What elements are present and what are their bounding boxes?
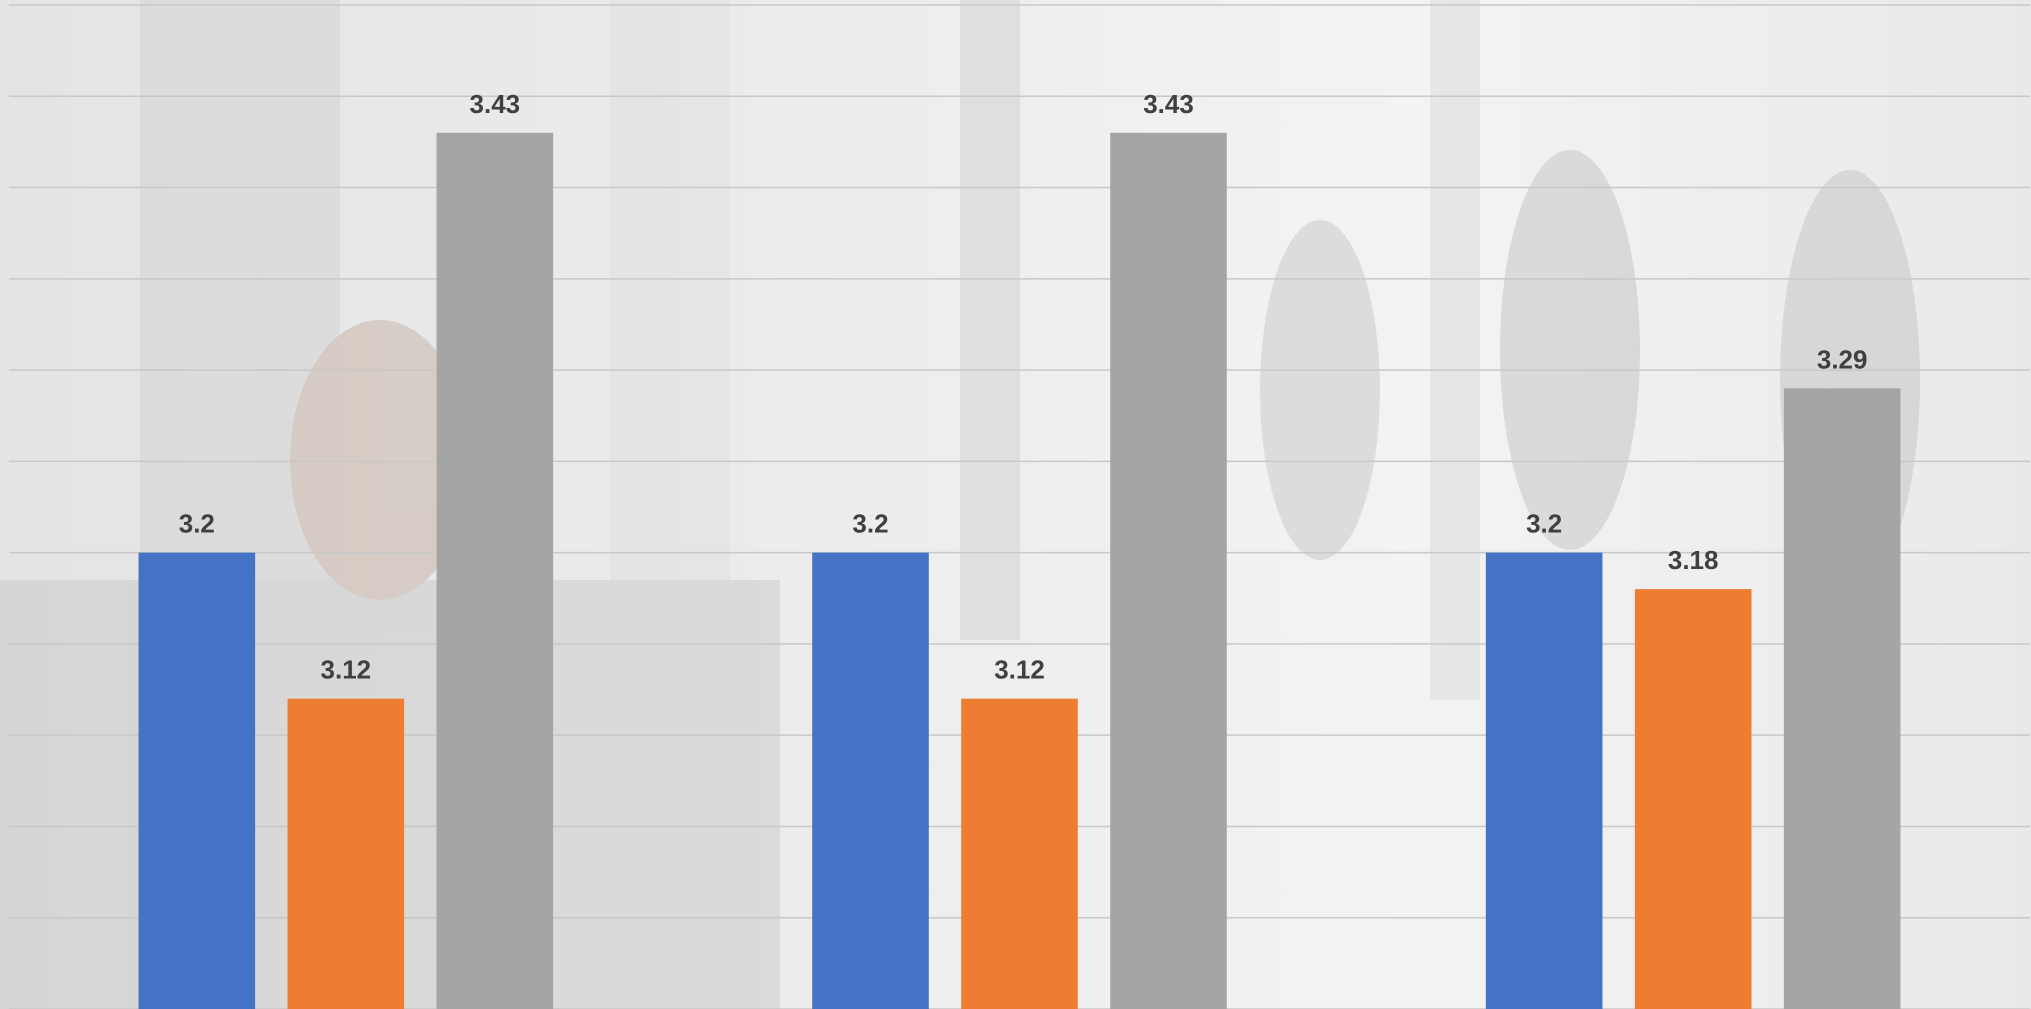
data-label: 3.43	[1143, 89, 1194, 119]
data-label: 3.2	[179, 509, 215, 539]
data-label: 3.43	[470, 89, 521, 119]
data-label: 3.29	[1817, 344, 1868, 374]
bar	[1110, 132, 1227, 1009]
data-label: 3.18	[1668, 545, 1719, 575]
bar	[1783, 388, 1901, 1009]
bar	[961, 698, 1078, 1009]
data-label: 3.2	[852, 509, 888, 539]
bar	[287, 698, 405, 1009]
bar	[138, 552, 256, 1009]
data-label: 3.12	[321, 655, 372, 685]
bar	[1485, 552, 1603, 1009]
bar	[812, 552, 929, 1009]
data-label: 3.2	[1526, 509, 1562, 539]
data-label: 3.12	[994, 655, 1045, 685]
bar	[1634, 589, 1752, 1009]
bars: 3.2 3.12 3.43 3.2 3.12 3.43 3.2 3.18 3.29	[138, 89, 1901, 1009]
bar	[436, 132, 554, 1009]
